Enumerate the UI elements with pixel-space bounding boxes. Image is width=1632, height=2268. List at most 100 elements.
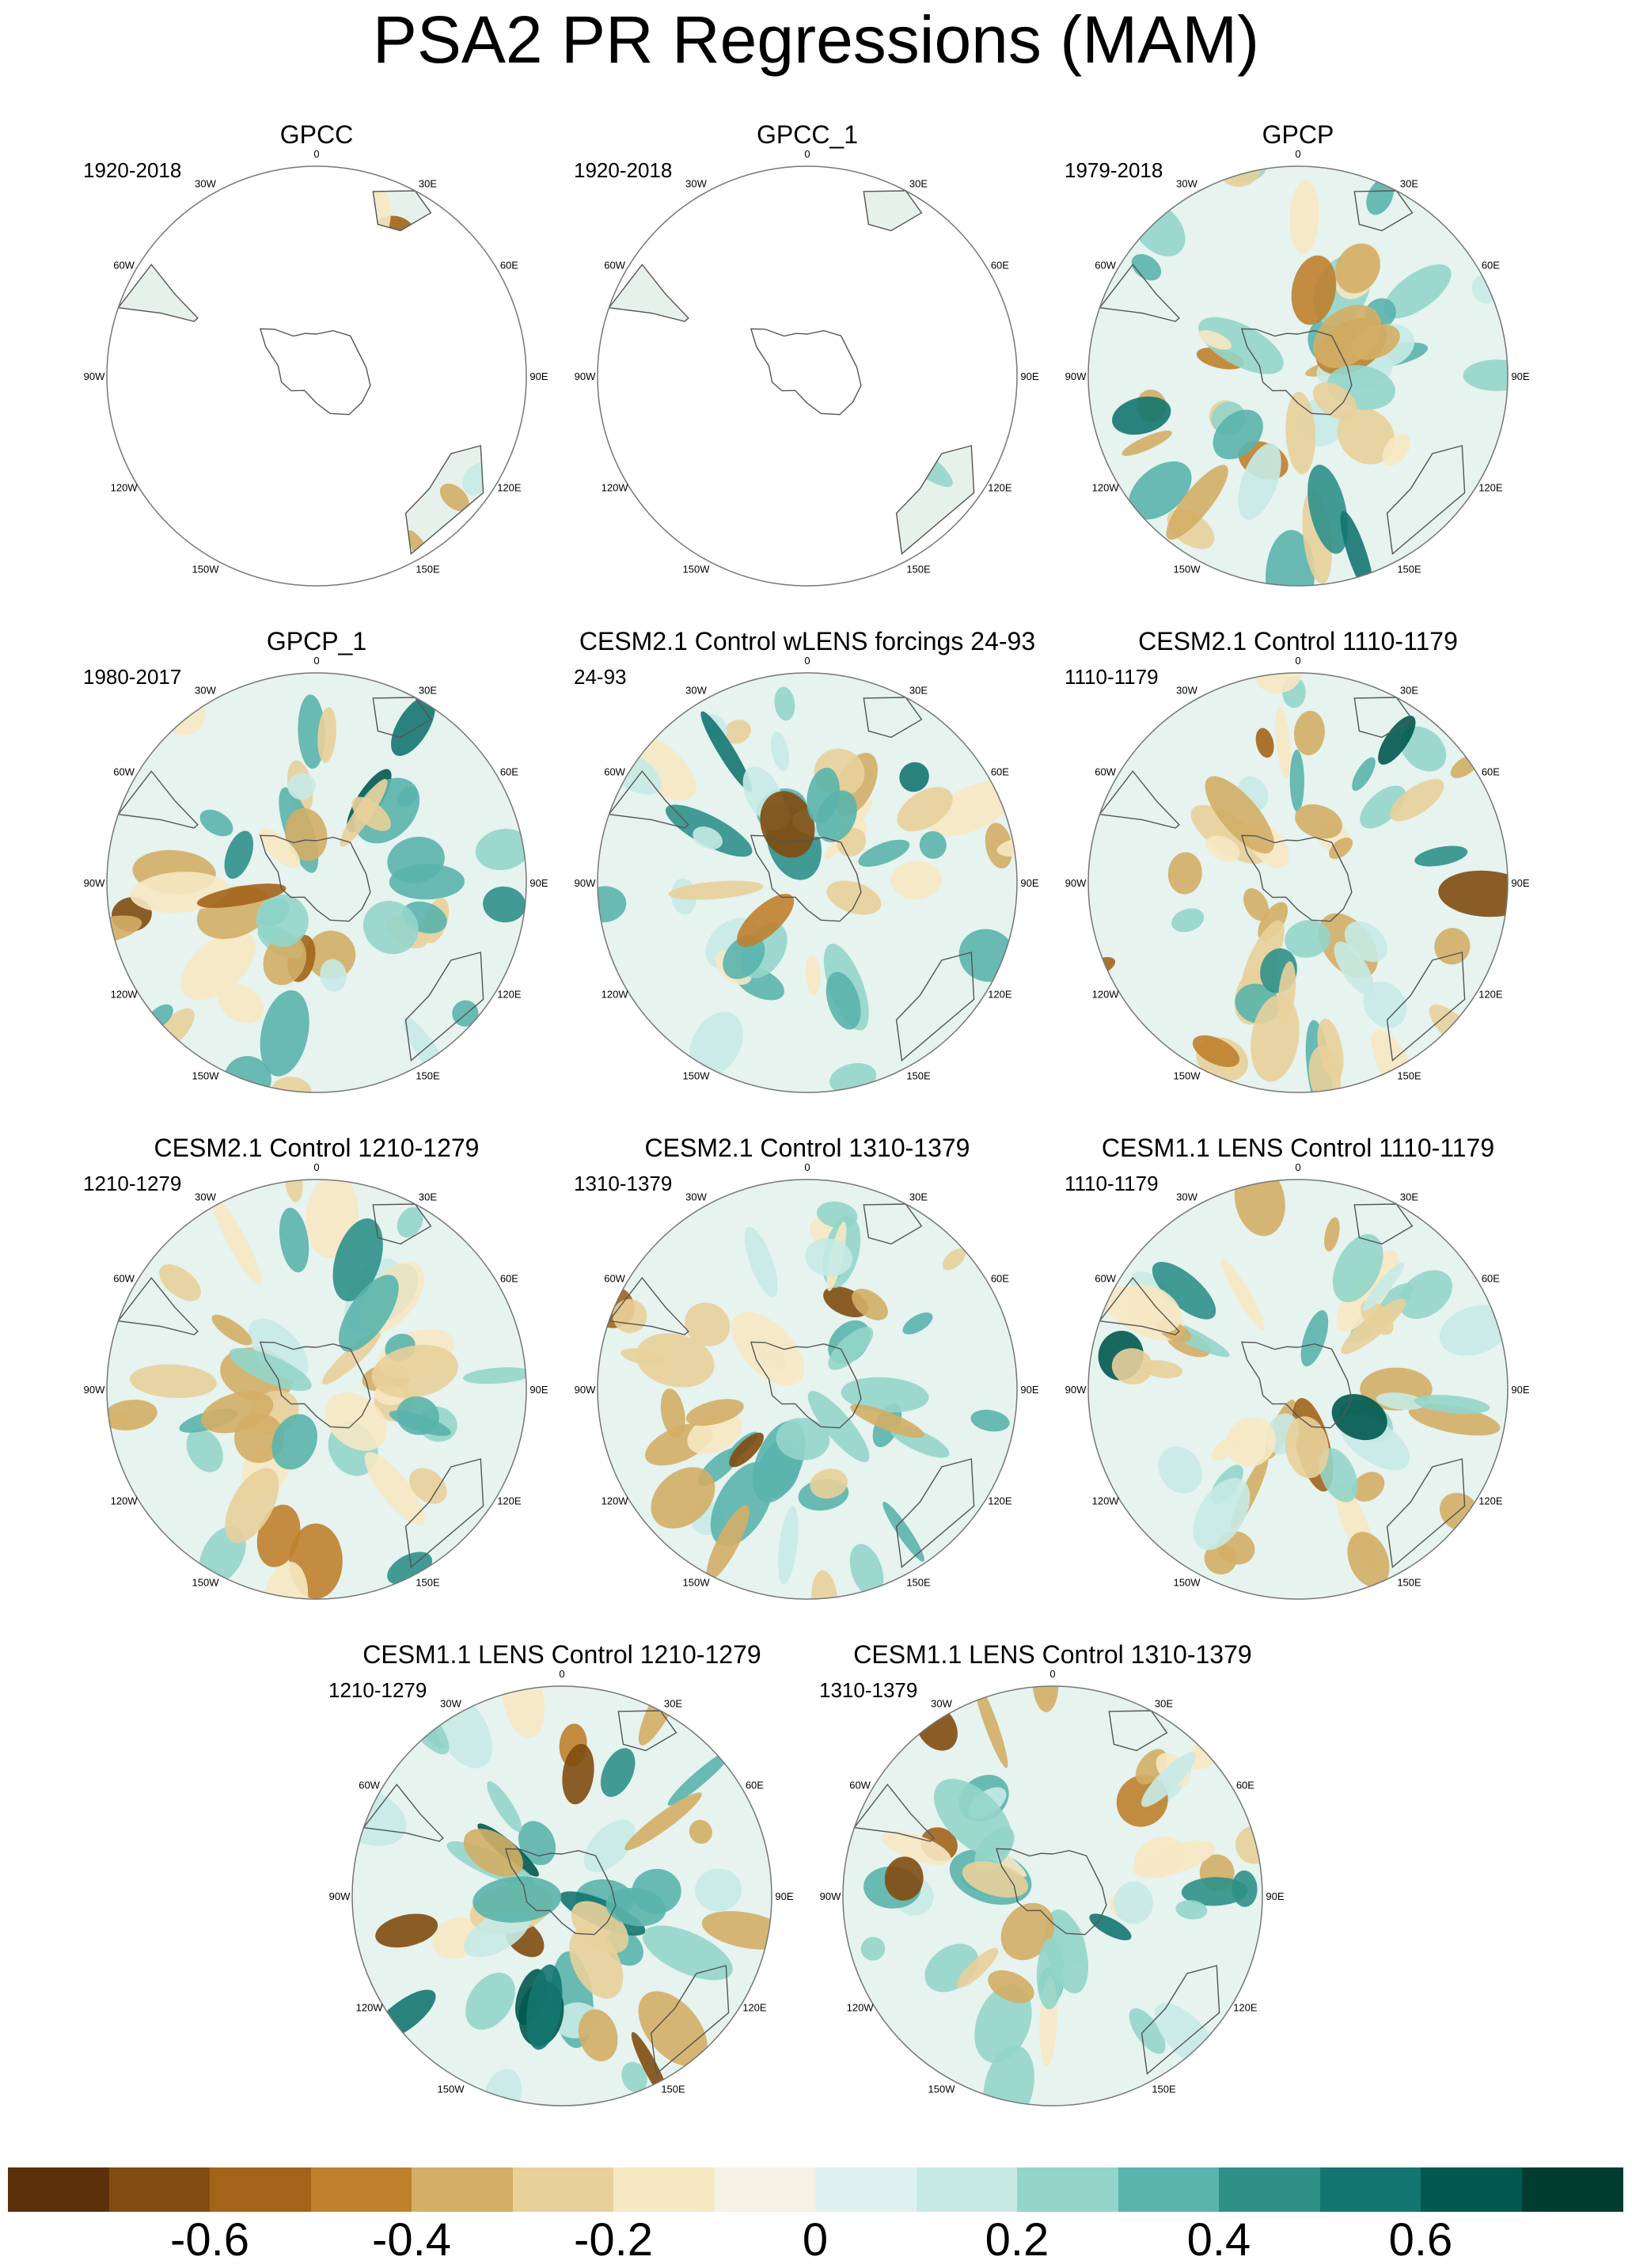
longitude-label: 150W [683,563,711,575]
panel-title: GPCP_1 [266,627,367,655]
longitude-label: 60E [991,766,1009,778]
longitude-label: 60W [113,766,135,778]
panel-title: CESM2.1 Control 1110-1179 [1138,627,1458,655]
colorbar-segment [512,2167,614,2212]
panel-title: CESM1.1 LENS Control 1210-1279 [362,1640,761,1669]
longitude-label: 120E [497,482,522,494]
longitude-label: 90E [1511,370,1529,382]
longitude-label: 0 [559,1668,564,1680]
longitude-label: 150W [928,2083,956,2095]
longitude-label: 180 [553,2113,571,2114]
longitude-label: 90W [575,877,596,889]
longitude-label: 90W [84,877,105,889]
longitude-label: 90W [1065,877,1087,889]
longitude-label: 0 [804,1161,810,1173]
longitude-label: 30W [195,1191,216,1203]
polar-map: 030E60E90E120E150E180150W120W90W60W30W [575,148,1039,594]
longitude-label: 90W [84,370,105,382]
longitude-label: 120E [1478,1495,1503,1507]
longitude-label: 30E [1155,1698,1173,1710]
polar-map: 030E60E90E120E150E180150W120W90W60W30W [329,1668,794,2114]
longitude-label: 90E [1266,1890,1284,1902]
longitude-label: 30W [195,178,216,190]
longitude-label: 150W [1174,563,1201,575]
longitude-label: 120W [1092,989,1120,1001]
longitude-label: 120W [111,482,139,494]
longitude-label: 150E [661,2083,685,2095]
panel-years: 1310-1379 [819,1678,918,1702]
longitude-label: 90E [1020,1384,1038,1396]
longitude-label: 120E [1478,482,1503,494]
longitude-label: 0 [804,655,810,667]
longitude-label: 30E [909,178,928,190]
panel-years: 1210-1279 [328,1678,427,1702]
longitude-label: 120E [497,989,522,1001]
longitude-label: 30W [685,685,707,697]
longitude-label: 60E [991,1273,1009,1285]
colorbar-segment [1521,2167,1623,2212]
colorbar-segment [210,2167,311,2212]
longitude-label: 150E [1397,1576,1421,1588]
longitude-label: 30W [440,1698,461,1710]
longitude-label: 90W [1065,1384,1087,1396]
longitude-label: 60E [500,766,518,778]
longitude-label: 180 [308,593,325,594]
longitude-label: 180 [308,1606,325,1607]
longitude-label: 30W [1176,1191,1197,1203]
panel-title: GPCP [1262,120,1334,149]
map-panel: GPCC 1920-2018 0 30E 60E 90E 120E 150E 180 150W 12… [71,119,562,594]
longitude-label: 90W [575,370,596,382]
longitude-label: 0 [313,148,319,160]
colorbar-tick-label: -0.4 [372,2214,451,2266]
longitude-label: 30E [1400,685,1418,697]
panel-years: 1110-1179 [1065,1172,1159,1195]
longitude-label: 90E [1511,877,1529,889]
longitude-label: 120W [1092,482,1120,494]
colorbar-segment [412,2167,513,2212]
longitude-label: 30W [195,685,216,697]
longitude-label: 30W [1176,685,1197,697]
longitude-label: 60E [1482,1273,1500,1285]
longitude-label: 0 [1295,1161,1300,1173]
longitude-label: 120E [1233,2002,1258,2014]
longitude-label: 120W [602,482,629,494]
longitude-label: 60E [500,260,518,272]
longitude-label: 120W [847,2002,875,2014]
longitude-label: 150W [192,563,220,575]
polar-map: 030E60E90E120E150E180150W120W90W60W30W [575,1161,1039,1607]
longitude-label: 90E [529,877,548,889]
polar-map: 030E60E90E120E150E180150W120W90W60W30W [84,148,548,594]
colorbar [8,2167,1623,2212]
map-panel: CESM2.1 Control wLENS forcings 24-93 24-9… [562,625,1053,1100]
panel-title: GPCC [279,120,354,149]
polar-map: 030E60E90E120E150E180150W120W90W60W30W [84,1161,548,1607]
longitude-label: 60W [359,1780,380,1791]
panel-title: CESM2.1 Control 1310-1379 [644,1134,970,1162]
colorbar-tick-label: 0.4 [1186,2214,1251,2266]
longitude-label: 120W [1092,1495,1120,1507]
longitude-label: 120E [988,989,1012,1001]
longitude-label: 90E [529,370,548,382]
panel-years: 24-93 [574,665,627,689]
longitude-label: 90W [575,1384,596,1396]
longitude-label: 150E [1152,2083,1176,2095]
longitude-label: 90W [329,1890,351,1902]
longitude-label: 90E [1511,1384,1529,1396]
longitude-label: 90E [1020,370,1038,382]
longitude-label: 180 [1044,2113,1061,2114]
longitude-label: 120E [742,2002,767,2014]
panel-years: 1980-2017 [83,665,182,689]
longitude-label: 150W [683,1069,711,1081]
panel-years: 1920-2018 [574,158,673,182]
longitude-label: 120W [356,2002,384,2014]
longitude-label: 60E [746,1780,764,1791]
polar-map: 030E60E90E120E150E180150W120W90W60W30W [84,655,548,1100]
colorbar-tick-label: 0 [802,2214,829,2266]
longitude-label: 60W [604,1273,625,1285]
map-panel: CESM1.1 LENS Control 1210-1279 1210-1279 0… [317,1639,807,2114]
longitude-label: 30W [685,178,707,190]
panel-years: 1310-1379 [574,1172,673,1195]
panel-title: CESM1.1 LENS Control 1310-1379 [853,1640,1252,1669]
polar-map: 030E60E90E120E150E180150W120W90W60W30W [820,1668,1285,2114]
colorbar-segment [815,2167,917,2212]
